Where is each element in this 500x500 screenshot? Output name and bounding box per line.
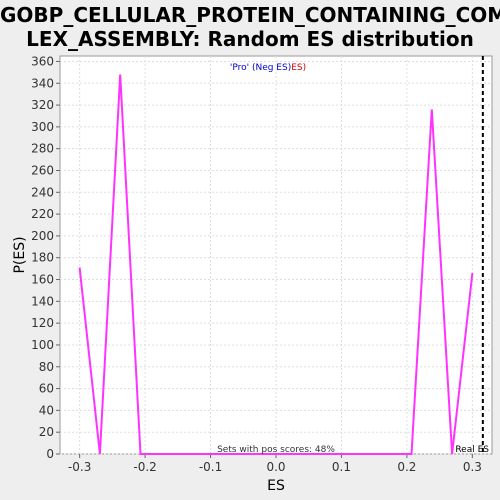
series-layer	[78, 74, 474, 455]
annotation-layer: 'Pro' (Neg ES)ES) Sets with pos scores: …	[217, 63, 489, 455]
y-tick-label: 160	[31, 273, 54, 287]
y-tick-label: 20	[39, 425, 54, 439]
footnote: Sets with pos scores: 48%	[217, 445, 335, 455]
y-tick-label: 340	[31, 76, 54, 90]
y-tick-label: 360	[31, 54, 54, 68]
y-tick-label: 280	[31, 142, 54, 156]
x-axis-label: ES	[267, 478, 285, 494]
y-tick-label: 80	[39, 360, 54, 374]
real-es-label: Real ES	[455, 445, 489, 455]
y-tick-label: 120	[31, 316, 54, 330]
y-tick-label: 200	[31, 229, 54, 243]
x-tick-label: 0.1	[332, 460, 351, 474]
y-tick-label: 140	[31, 294, 54, 308]
axes: 0 20 40 60 80 100 120 140 160 180 200 220 240 260 280 3…	[31, 54, 482, 474]
y-tick-label: 260	[31, 163, 54, 177]
y-tick-label: 220	[31, 207, 54, 221]
y-tick-label: 40	[39, 403, 54, 417]
chart-title-line-1: GOBP_CELLULAR_PROTEIN_CONTAINING_COMP	[0, 3, 500, 27]
legend: 'Pro' (Neg ES)ES)	[230, 63, 306, 73]
x-tick-label: -0.2	[133, 460, 156, 474]
y-tick-label: 60	[39, 382, 54, 396]
y-tick-label: 240	[31, 185, 54, 199]
plot-area	[59, 55, 493, 455]
x-tick-label: 0.2	[397, 460, 416, 474]
x-tick-label: 0.0	[266, 460, 285, 474]
legend-pro-label: 'Pro' (Neg ES)	[230, 63, 291, 73]
y-tick-label: 300	[31, 120, 54, 134]
y-tick-label: 0	[46, 447, 54, 461]
x-tick-label: 0.3	[463, 460, 482, 474]
y-tick-label: 180	[31, 251, 54, 265]
y-axis-label: P(ES)	[12, 236, 28, 273]
x-tick-label: -0.1	[199, 460, 222, 474]
legend-es-label: ES)	[291, 63, 306, 73]
y-tick-label: 100	[31, 338, 54, 352]
chart-title-line-2: LEX_ASSEMBLY: Random ES distribution	[26, 27, 474, 51]
distribution-line	[78, 74, 474, 455]
y-tick-label: 320	[31, 98, 54, 112]
x-tick-label: -0.3	[68, 460, 91, 474]
